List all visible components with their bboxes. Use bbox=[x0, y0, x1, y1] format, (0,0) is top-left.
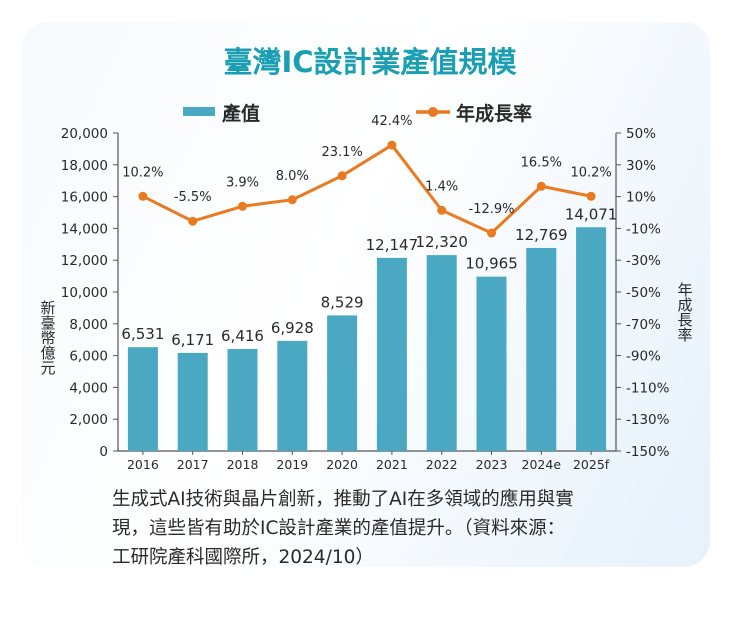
legend-bar-label: 產值 bbox=[222, 102, 260, 125]
y2-tick-label: -130% bbox=[626, 412, 670, 428]
x-tick-label: 2025f bbox=[573, 457, 610, 472]
y2-axis-title: 年成長率 bbox=[676, 282, 694, 342]
bar-value-label: 8,529 bbox=[321, 293, 364, 311]
growth-point bbox=[188, 216, 198, 226]
growth-value-label: 10.2% bbox=[570, 165, 611, 180]
bar bbox=[376, 257, 407, 451]
y2-tick-label: -150% bbox=[626, 444, 670, 460]
x-tick-label: 2019 bbox=[276, 457, 308, 472]
x-tick-label: 2016 bbox=[127, 457, 159, 472]
legend-line-label: 年成長率 bbox=[456, 102, 532, 125]
legend-bar-swatch bbox=[183, 107, 215, 116]
x-tick-label: 2021 bbox=[376, 457, 408, 472]
growth-point bbox=[238, 201, 247, 211]
growth-value-label: 42.4% bbox=[371, 114, 412, 129]
bar bbox=[227, 348, 258, 451]
caption: 生成式AI技術與晶片創新，推動了AI在多領域的應用與實 現，這些皆有助於IC設計… bbox=[112, 485, 672, 572]
x-tick-label: 2020 bbox=[326, 457, 358, 472]
y2-tick-label: -110% bbox=[626, 380, 670, 396]
x-tick-label: 2017 bbox=[177, 457, 209, 472]
bar-value-label: 10,965 bbox=[465, 255, 518, 273]
y2-tick-label: -30% bbox=[626, 253, 661, 269]
x-tick-label: 2024e bbox=[522, 457, 562, 472]
growth-line bbox=[142, 143, 592, 235]
legend-line-marker bbox=[428, 107, 438, 117]
growth-point bbox=[287, 195, 297, 205]
y-tick-label: 12,000 bbox=[61, 253, 108, 269]
y2-tick-label: 30% bbox=[626, 158, 656, 174]
bar-value-label: 14,071 bbox=[565, 205, 618, 223]
y2-tick-label: -70% bbox=[626, 317, 661, 333]
bar bbox=[476, 276, 507, 451]
bar-value-label: 6,416 bbox=[221, 327, 264, 345]
y-tick-label: 0 bbox=[99, 444, 108, 460]
bar bbox=[327, 315, 358, 451]
bar bbox=[177, 352, 208, 451]
growth-value-label: 3.9% bbox=[226, 175, 259, 190]
bar bbox=[426, 255, 457, 451]
y-tick-label: 6,000 bbox=[69, 349, 108, 365]
y-axis-title: 新臺幣億元 bbox=[39, 300, 57, 376]
caption-line: 現，這些皆有助於IC設計產業的產值提升。（資料來源： bbox=[112, 518, 566, 539]
x-tick-label: 2018 bbox=[227, 457, 259, 472]
growth-value-label: 23.1% bbox=[321, 145, 362, 160]
growth-value-label: -12.9% bbox=[469, 202, 515, 217]
y-tick-label: 18,000 bbox=[61, 158, 108, 174]
growth-value-label: 1.4% bbox=[425, 179, 458, 194]
bar bbox=[526, 247, 557, 451]
growth-point bbox=[487, 228, 496, 238]
y-tick-label: 14,000 bbox=[61, 221, 108, 237]
bar-value-label: 12,147 bbox=[366, 236, 419, 254]
growth-point bbox=[387, 140, 397, 150]
bar-value-label: 6,928 bbox=[271, 319, 314, 337]
chart-title: 臺灣IC設計業產值規模 bbox=[223, 45, 517, 79]
growth-value-label: -5.5% bbox=[174, 190, 212, 205]
y2-tick-label: 10% bbox=[626, 190, 656, 206]
y2-tick-label: -10% bbox=[626, 221, 661, 237]
x-tick-label: 2022 bbox=[426, 457, 458, 472]
y-tick-label: 8,000 bbox=[69, 317, 108, 333]
y2-tick-label: 50% bbox=[626, 126, 656, 142]
legend: 產值 年成長率 bbox=[183, 102, 532, 125]
y-tick-label: 4,000 bbox=[69, 380, 108, 396]
growth-point bbox=[536, 181, 546, 191]
x-tick-label: 2023 bbox=[476, 457, 508, 472]
growth-point bbox=[437, 205, 447, 215]
growth-value-label: 8.0% bbox=[276, 169, 309, 184]
y-tick-label: 10,000 bbox=[61, 285, 108, 301]
bar-value-label: 12,320 bbox=[415, 233, 468, 251]
growth-value-label: 10.2% bbox=[122, 165, 163, 180]
y-tick-label: 2,000 bbox=[69, 412, 108, 428]
growth-point bbox=[586, 191, 596, 201]
y-tick-label: 20,000 bbox=[61, 126, 108, 142]
y2-tick-label: -90% bbox=[626, 349, 661, 365]
caption-line: 生成式AI技術與晶片創新，推動了AI在多領域的應用與實 bbox=[112, 489, 574, 510]
plot-area: 0 2,000 4,000 6,000 8,000 10,000 12,000 14,000 1… bbox=[61, 114, 670, 472]
bar-value-label: 12,769 bbox=[515, 226, 568, 244]
y2-tick-label: -50% bbox=[626, 285, 661, 301]
y-tick-label: 16,000 bbox=[61, 190, 108, 206]
bar bbox=[127, 347, 158, 451]
bar-value-label: 6,171 bbox=[171, 331, 214, 349]
growth-point bbox=[337, 171, 347, 181]
growth-value-label: 16.5% bbox=[521, 155, 562, 170]
growth-point bbox=[138, 191, 148, 201]
caption-line: 工研院產科國際所，2024/10） bbox=[112, 547, 374, 568]
bar-value-label: 6,531 bbox=[121, 325, 164, 343]
bar bbox=[277, 340, 308, 451]
bar bbox=[576, 227, 607, 451]
